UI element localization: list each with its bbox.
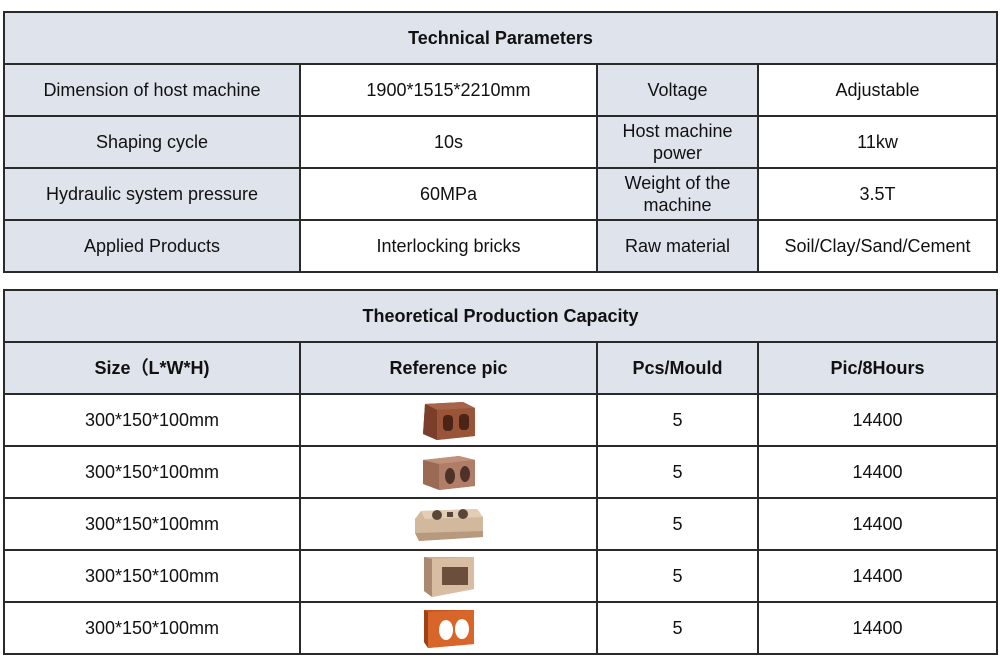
production-capacity-title: Theoretical Production Capacity (3, 289, 998, 343)
param-label: Weight of the machine (596, 167, 759, 221)
output-cell: 14400 (757, 393, 998, 447)
param-label: Host machine power (596, 115, 759, 169)
param-label: Voltage (596, 63, 759, 117)
param-label: Applied Products (3, 219, 301, 273)
technical-parameters-table: Technical Parameters Dimension of host m… (2, 11, 999, 273)
table-row: Hydraulic system pressure 60MPa Weight o… (3, 167, 999, 221)
hollow-brick-two-round-holes-icon (422, 456, 475, 490)
reference-pic-cell (299, 393, 598, 447)
solid-brick-slot-icon (423, 557, 474, 597)
technical-parameters-title: Technical Parameters (2, 11, 999, 65)
param-label: Dimension of host machine (3, 63, 301, 117)
param-value: 10s (299, 115, 598, 169)
output-cell: 14400 (757, 445, 998, 499)
hollow-brick-two-holes-icon (422, 402, 475, 440)
table-row: 300*150*100mm 5 14400 (3, 549, 998, 603)
param-value: Soil/Clay/Sand/Cement (756, 219, 999, 273)
table-row: 300*150*100mm 5 14400 (3, 393, 998, 447)
pcs-mould-cell: 5 (596, 497, 759, 551)
column-header-output: Pic/8Hours (757, 341, 998, 395)
size-cell: 300*150*100mm (3, 549, 301, 603)
size-cell: 300*150*100mm (3, 393, 301, 447)
reference-pic-cell (299, 601, 598, 655)
production-capacity-table: Theoretical Production Capacity Size（L*W… (3, 289, 998, 655)
output-cell: 14400 (757, 549, 998, 603)
interlocking-brick-icon (414, 509, 483, 541)
size-cell: 300*150*100mm (3, 497, 301, 551)
param-value: 60MPa (299, 167, 598, 221)
column-header-pcs-mould: Pcs/Mould (596, 341, 759, 395)
output-cell: 14400 (757, 497, 998, 551)
param-value: Interlocking bricks (299, 219, 598, 273)
reference-pic-cell (299, 497, 598, 551)
param-value: 3.5T (756, 167, 999, 221)
param-value: Adjustable (756, 63, 999, 117)
pcs-mould-cell: 5 (596, 393, 759, 447)
param-value: 1900*1515*2210mm (299, 63, 598, 117)
pcs-mould-cell: 5 (596, 601, 759, 655)
orange-hollow-brick-icon (423, 610, 474, 648)
output-cell: 14400 (757, 601, 998, 655)
table-row: Shaping cycle 10s Host machine power 11k… (3, 115, 999, 169)
table-row: 300*150*100mm 5 14400 (3, 445, 998, 499)
table-row: 300*150*100mm 5 14400 (3, 601, 998, 655)
column-header-size: Size（L*W*H) (3, 341, 301, 395)
size-cell: 300*150*100mm (3, 601, 301, 655)
param-label: Shaping cycle (3, 115, 301, 169)
size-cell: 300*150*100mm (3, 445, 301, 499)
reference-pic-cell (299, 549, 598, 603)
pcs-mould-cell: 5 (596, 549, 759, 603)
header-row: Size（L*W*H) Reference pic Pcs/Mould Pic/… (3, 341, 998, 395)
table-row: Dimension of host machine 1900*1515*2210… (3, 63, 999, 117)
param-label: Hydraulic system pressure (3, 167, 301, 221)
param-value: 11kw (756, 115, 999, 169)
pcs-mould-cell: 5 (596, 445, 759, 499)
column-header-reference-pic: Reference pic (299, 341, 598, 395)
table-row: Applied Products Interlocking bricks Raw… (3, 219, 999, 273)
param-label: Raw material (596, 219, 759, 273)
table-row: 300*150*100mm 5 14400 (3, 497, 998, 551)
reference-pic-cell (299, 445, 598, 499)
